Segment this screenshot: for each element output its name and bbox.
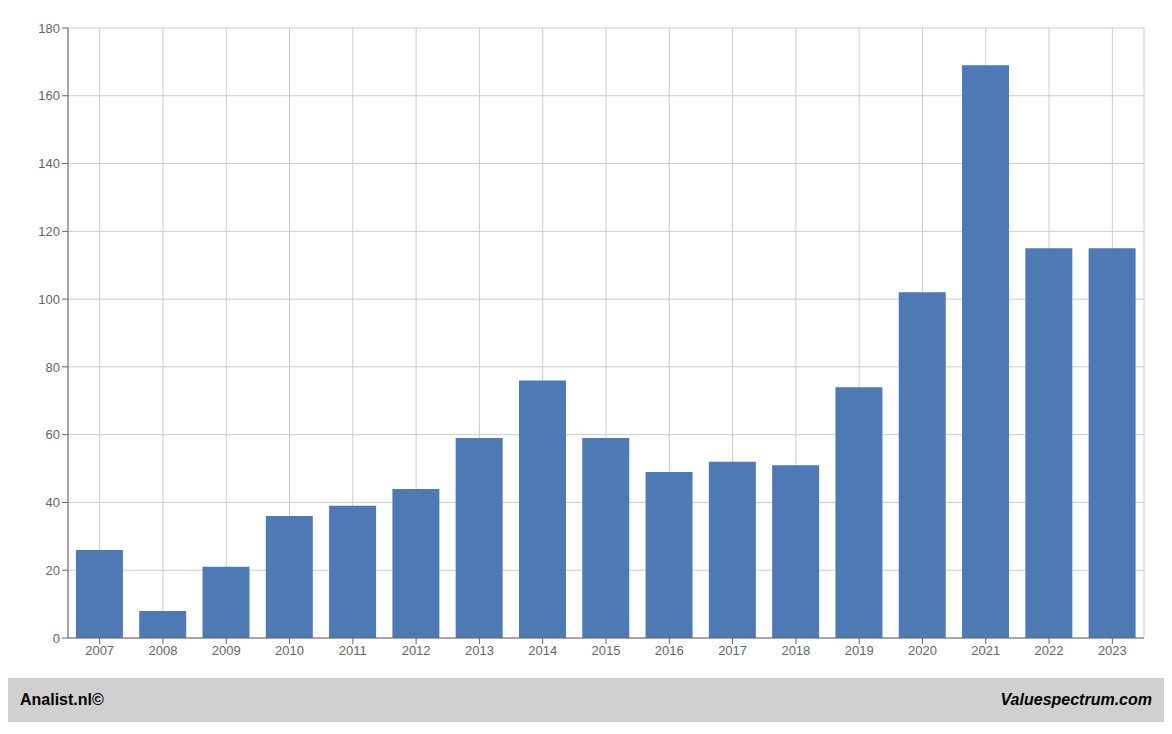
svg-text:2011: 2011 [339, 643, 367, 658]
svg-text:20: 20 [46, 563, 60, 578]
svg-text:2020: 2020 [908, 643, 937, 658]
svg-text:2012: 2012 [402, 643, 431, 658]
svg-text:2021: 2021 [971, 643, 1000, 658]
svg-text:2018: 2018 [781, 643, 810, 658]
svg-text:2023: 2023 [1098, 643, 1127, 658]
html-text:Analist.nl©: Analist.nl© [20, 691, 104, 708]
svg-text:2008: 2008 [148, 643, 177, 658]
svg-text:0: 0 [53, 631, 60, 646]
svg-text:140: 140 [38, 156, 60, 171]
svg-text:80: 80 [46, 360, 60, 375]
svg-text:2022: 2022 [1035, 643, 1064, 658]
html-text:Valuespectrum.com: Valuespectrum.com [1000, 691, 1152, 708]
svg-text:120: 120 [38, 224, 60, 239]
svg-text:100: 100 [38, 292, 60, 307]
svg-text:2007: 2007 [85, 643, 114, 658]
svg-text:2015: 2015 [592, 643, 621, 658]
svg-text:2009: 2009 [212, 643, 241, 658]
svg-text:160: 160 [38, 88, 60, 103]
svg-text:60: 60 [46, 427, 60, 442]
svg-text:2019: 2019 [845, 643, 874, 658]
svg-text:40: 40 [46, 495, 60, 510]
svg-text:2010: 2010 [275, 643, 304, 658]
svg-text:2017: 2017 [718, 643, 747, 658]
svg-text:2016: 2016 [655, 643, 684, 658]
svg-text:180: 180 [38, 21, 60, 36]
svg-text:2013: 2013 [465, 643, 494, 658]
svg-text:2014: 2014 [528, 643, 557, 658]
